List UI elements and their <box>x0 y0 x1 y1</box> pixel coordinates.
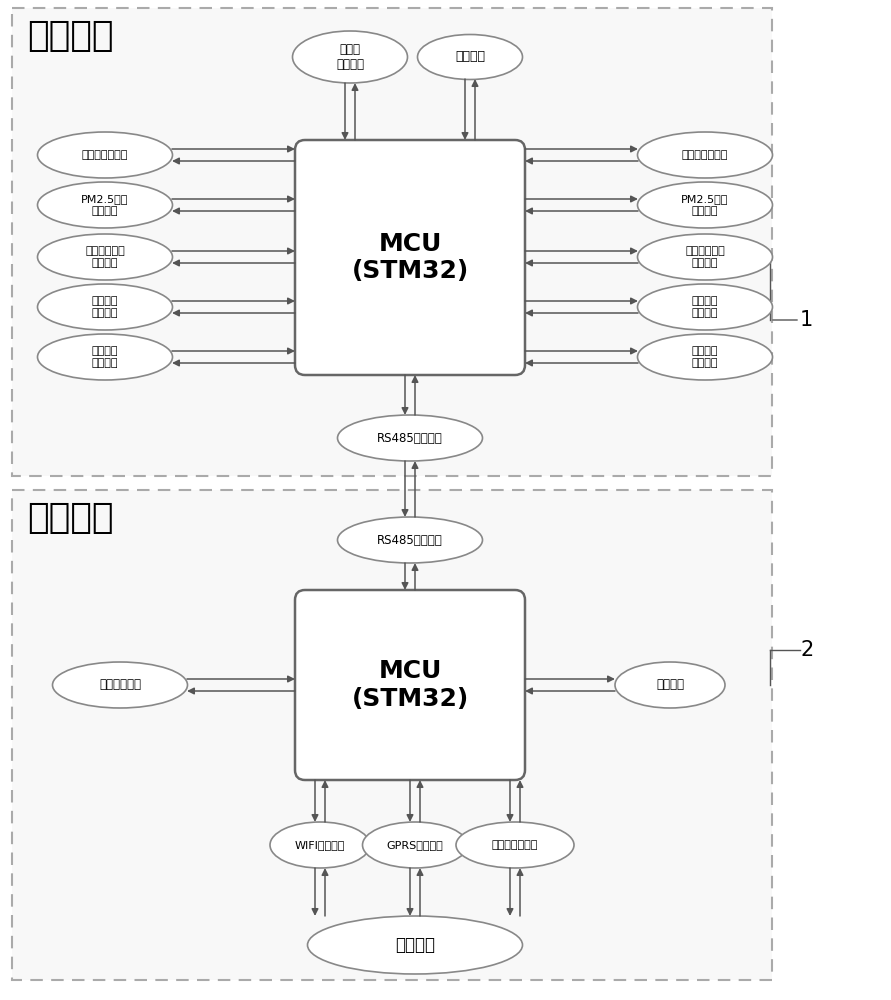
Text: 人机交互模块: 人机交互模块 <box>99 678 141 692</box>
Text: 微压差
感应装置: 微压差 感应装置 <box>336 43 364 71</box>
Ellipse shape <box>37 234 173 280</box>
Text: 空气异味
感应装置: 空气异味 感应装置 <box>691 296 718 318</box>
Text: RS485通讯模块: RS485通讯模块 <box>377 432 443 444</box>
Text: 云服务器: 云服务器 <box>395 936 435 954</box>
Text: 温湿度感应装置: 温湿度感应装置 <box>682 150 728 160</box>
Text: 甲醛含量
感应装置: 甲醛含量 感应装置 <box>691 346 718 368</box>
Ellipse shape <box>637 334 772 380</box>
Ellipse shape <box>37 334 173 380</box>
Ellipse shape <box>637 234 772 280</box>
Ellipse shape <box>418 34 522 80</box>
Text: WIFI通讯模块: WIFI通讯模块 <box>295 840 345 850</box>
Text: 1: 1 <box>800 310 813 330</box>
FancyBboxPatch shape <box>295 140 525 375</box>
Ellipse shape <box>637 132 772 178</box>
Text: MCU
(STM32): MCU (STM32) <box>351 232 469 283</box>
Text: PM2.5含量
感应装置: PM2.5含量 感应装置 <box>682 194 729 216</box>
Ellipse shape <box>292 31 407 83</box>
Ellipse shape <box>37 284 173 330</box>
Text: 二氧化碳含量
感应装置: 二氧化碳含量 感应装置 <box>86 246 125 268</box>
FancyBboxPatch shape <box>295 590 525 780</box>
Text: MCU
(STM32): MCU (STM32) <box>351 659 469 711</box>
Ellipse shape <box>615 662 725 708</box>
Ellipse shape <box>363 822 468 868</box>
Bar <box>12 8 772 476</box>
Text: 显示模块: 显示模块 <box>656 678 684 692</box>
Ellipse shape <box>338 415 483 461</box>
Text: PM2.5含量
感应装置: PM2.5含量 感应装置 <box>81 194 128 216</box>
Text: 温湿度感应装置: 温湿度感应装置 <box>82 150 128 160</box>
Text: 甲醛含量
感应装置: 甲醛含量 感应装置 <box>92 346 119 368</box>
Text: 2: 2 <box>800 640 813 660</box>
Text: 二氧化碳含量
感应装置: 二氧化碳含量 感应装置 <box>685 246 725 268</box>
Ellipse shape <box>456 822 574 868</box>
Ellipse shape <box>637 284 772 330</box>
Ellipse shape <box>37 182 173 228</box>
Text: GPRS通讯模块: GPRS通讯模块 <box>387 840 444 850</box>
Bar <box>12 490 772 980</box>
Text: 以太网通讯模块: 以太网通讯模块 <box>492 840 538 850</box>
Ellipse shape <box>53 662 187 708</box>
Text: 线控组件: 线控组件 <box>27 501 113 535</box>
Ellipse shape <box>37 132 173 178</box>
Text: 电控组件: 电控组件 <box>27 19 113 53</box>
Ellipse shape <box>637 182 772 228</box>
Ellipse shape <box>338 517 483 563</box>
Ellipse shape <box>270 822 370 868</box>
Text: 空气异味
感应装置: 空气异味 感应装置 <box>92 296 119 318</box>
Text: RS485通讯模块: RS485通讯模块 <box>377 534 443 546</box>
Text: 控制模块: 控制模块 <box>455 50 485 64</box>
Ellipse shape <box>307 916 522 974</box>
